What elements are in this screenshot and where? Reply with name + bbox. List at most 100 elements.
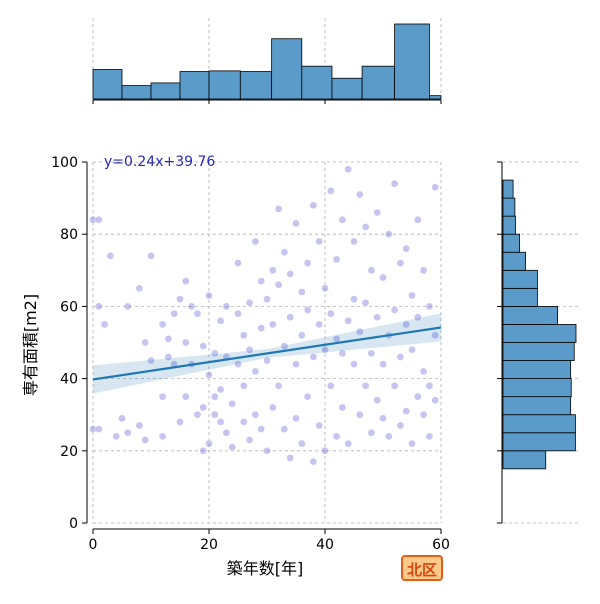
scatter-point — [309, 457, 318, 466]
scatter-point — [355, 327, 364, 336]
scatter-point — [193, 410, 202, 419]
grid — [92, 161, 442, 524]
right-hist-bar — [502, 378, 572, 398]
right-hist-bar — [502, 360, 572, 379]
right-hist-bar — [502, 414, 576, 434]
top-hist-bar — [150, 82, 181, 100]
scatter-point — [106, 252, 115, 260]
scatter-point — [216, 316, 225, 325]
scatter-point — [94, 425, 103, 433]
scatter-point — [402, 244, 411, 253]
scatter-point — [234, 309, 242, 318]
scatter-point — [315, 421, 324, 430]
scatter-point — [292, 414, 300, 423]
scatter-point — [367, 266, 376, 275]
top-hist-bar — [208, 70, 241, 100]
scatter-point — [338, 403, 347, 412]
scatter-point — [361, 223, 370, 231]
scatter-point — [408, 345, 416, 354]
scatter-point — [268, 403, 277, 412]
scatter-point — [158, 320, 167, 329]
scatter-point — [89, 215, 97, 224]
scatter-point — [274, 381, 283, 390]
scatter-point — [280, 425, 289, 433]
top-hist-bar — [361, 65, 395, 100]
scatter-point — [297, 439, 306, 448]
y-tick-label: 0 — [69, 516, 78, 532]
scatter-point — [199, 446, 208, 455]
regression-line — [92, 313, 442, 394]
right-hist-bar — [502, 179, 514, 199]
top-hist-bar — [331, 77, 363, 100]
scatter-point — [216, 418, 225, 426]
scatter-point — [326, 187, 335, 195]
scatter-point — [367, 349, 376, 358]
scatter-point — [425, 381, 434, 390]
scatter-point — [413, 215, 422, 224]
right-hist-bar — [502, 450, 547, 470]
scatter-point — [251, 237, 260, 246]
scatter-point — [373, 396, 382, 405]
scatter-point — [164, 335, 173, 343]
scatter-point — [280, 248, 289, 257]
y-tick-label: 60 — [60, 299, 78, 315]
axes: 0 20 40 60 0 20 40 60 80 100 — [51, 155, 450, 553]
scatter-point — [268, 266, 277, 275]
scatter-point — [257, 324, 266, 332]
scatter-point — [170, 309, 179, 318]
scatter-point — [309, 353, 318, 361]
scatter-point — [338, 215, 347, 224]
scatter-point — [315, 237, 324, 246]
scatter-point — [338, 349, 347, 358]
scatter-point — [384, 432, 393, 441]
y-axis-label: 専有面積[m2] — [21, 294, 40, 396]
scatter-point — [257, 425, 266, 433]
right-hist-bar — [502, 269, 538, 289]
y-tick-label: 80 — [60, 227, 78, 243]
scatter-point — [210, 349, 219, 358]
scatter-point — [390, 306, 399, 314]
scatter-point — [396, 421, 405, 430]
scatter-point — [118, 414, 126, 423]
scatter-point — [344, 165, 353, 174]
scatter-point — [94, 302, 103, 311]
scatter-point — [112, 432, 121, 441]
scatter-point — [355, 410, 364, 419]
scatter-point — [350, 237, 358, 246]
right-hist-bar — [502, 233, 521, 253]
ward-badge: 北区 — [401, 555, 443, 581]
y-tick-label: 40 — [60, 372, 78, 388]
scatter-point — [286, 313, 295, 322]
scatter-point — [350, 295, 358, 304]
y-tick-label: 100 — [51, 155, 78, 171]
scatter-point — [280, 342, 289, 350]
scatter-point — [228, 443, 237, 452]
scatter-point — [396, 353, 405, 361]
scatter-point — [158, 392, 167, 401]
scatter-point — [303, 392, 312, 401]
scatter-point — [257, 277, 266, 285]
scatter-point — [216, 385, 225, 394]
right-hist-bar — [502, 215, 516, 235]
scatter-point — [251, 367, 260, 376]
scatter-point — [396, 259, 405, 267]
scatter-point — [408, 439, 416, 448]
scatter-point — [425, 432, 434, 441]
scatter-point — [205, 291, 213, 300]
scatter-point — [100, 320, 109, 329]
top-hist-bar — [92, 69, 123, 100]
right-hist-bar — [502, 432, 576, 452]
scatter-point — [239, 381, 248, 390]
top-hist-bar — [271, 38, 303, 100]
scatter-point — [332, 432, 341, 441]
scatter-point — [384, 230, 393, 239]
x-tick-label: 40 — [316, 537, 334, 553]
top-hist-bar — [239, 71, 273, 100]
scatter-point — [123, 428, 132, 437]
scatter-point — [181, 338, 190, 347]
scatter-point — [419, 367, 428, 376]
x-tick-label: 20 — [200, 537, 218, 553]
scatter-point — [425, 302, 434, 311]
scatter-point — [373, 313, 382, 322]
